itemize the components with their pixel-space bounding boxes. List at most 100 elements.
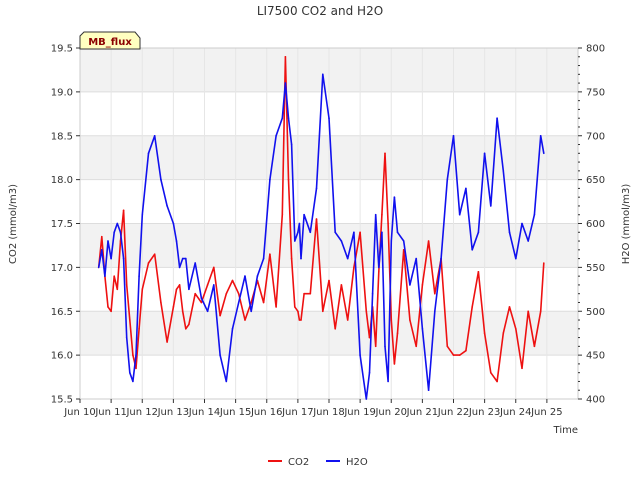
data-point-co2	[181, 310, 184, 313]
data-point-co2	[206, 284, 209, 286]
y-right-label: H2O (mmol/m3)	[621, 184, 632, 265]
data-point-h2o	[298, 222, 301, 225]
x-axis: Jun 10 Jun 11 Jun 12 Jun 13 Jun 14 Jun 15 Jun …	[63, 399, 563, 418]
data-point-h2o	[284, 82, 287, 84]
data-point-co2	[533, 345, 536, 348]
data-point-h2o	[97, 266, 100, 269]
data-point-h2o	[113, 231, 115, 234]
data-point-co2	[185, 328, 187, 330]
data-point-co2	[281, 213, 284, 216]
data-point-h2o	[409, 284, 411, 286]
data-point-h2o	[107, 240, 109, 242]
data-point-h2o	[194, 262, 196, 264]
data-point-co2	[101, 235, 103, 238]
data-point-h2o	[110, 257, 112, 260]
data-point-h2o	[440, 257, 442, 260]
data-point-h2o	[275, 135, 277, 137]
data-point-h2o	[135, 354, 137, 356]
y-left-tick-label: 18.5	[51, 131, 73, 142]
y-left-tick-label: 16.5	[51, 307, 73, 318]
data-point-co2	[309, 292, 312, 295]
data-point-co2	[200, 301, 203, 304]
data-point-h2o	[502, 170, 505, 172]
y-left-tick-label: 15.5	[51, 395, 73, 406]
data-point-co2	[409, 319, 411, 321]
data-point-h2o	[543, 152, 545, 155]
data-point-h2o	[539, 135, 542, 137]
data-point-co2	[300, 319, 302, 321]
data-point-h2o	[390, 240, 393, 242]
data-point-h2o	[303, 213, 305, 216]
data-point-h2o	[477, 231, 480, 234]
data-point-h2o	[147, 152, 150, 155]
data-point-co2	[166, 341, 168, 343]
data-point-co2	[458, 354, 461, 356]
data-point-h2o	[381, 231, 383, 234]
x-tick-label: Jun 14	[188, 407, 221, 418]
data-point-h2o	[365, 398, 368, 400]
data-point-co2	[287, 178, 290, 181]
data-point-co2	[334, 328, 337, 330]
y-left-tick-label: 19.0	[51, 87, 73, 98]
data-point-h2o	[225, 380, 228, 383]
data-point-h2o	[315, 187, 318, 190]
data-point-co2	[175, 288, 178, 291]
data-point-co2	[384, 152, 386, 155]
data-point-co2	[178, 284, 181, 286]
data-point-co2	[122, 209, 125, 212]
data-point-co2	[297, 310, 299, 313]
data-point-co2	[415, 345, 418, 348]
data-point-co2	[521, 367, 523, 370]
data-point-h2o	[309, 231, 312, 234]
data-point-co2	[294, 306, 296, 308]
data-point-h2o	[116, 222, 119, 225]
data-point-co2	[508, 306, 511, 308]
chart-title: LI7500 CO2 and H2O	[257, 4, 383, 18]
data-point-co2	[172, 306, 175, 308]
data-point-h2o	[402, 240, 405, 242]
data-point-h2o	[533, 213, 536, 216]
data-point-co2	[129, 319, 131, 321]
data-point-h2o	[119, 231, 122, 234]
data-point-h2o	[465, 187, 467, 190]
badge: MB_flux	[79, 31, 141, 50]
data-point-co2	[188, 323, 190, 326]
data-point-co2	[303, 292, 305, 295]
data-point-co2	[219, 314, 221, 317]
data-point-h2o	[262, 257, 265, 260]
x-tick-label: Jun 20	[374, 407, 407, 418]
x-tick-label: Jun 13	[157, 407, 190, 418]
y-right-tick-label: 600	[586, 219, 605, 230]
data-point-co2	[381, 213, 383, 216]
data-point-co2	[231, 279, 234, 282]
data-point-co2	[359, 231, 361, 234]
x-tick-label: Jun 18	[312, 407, 345, 418]
x-tick-label: Jun 24	[499, 407, 532, 418]
x-tick-label: Jun 12	[125, 407, 158, 418]
data-point-h2o	[101, 249, 103, 251]
data-point-co2	[147, 262, 150, 264]
y-left-tick-label: 18.0	[51, 175, 73, 186]
data-point-co2	[328, 279, 330, 282]
data-point-co2	[269, 253, 271, 255]
data-point-h2o	[172, 222, 175, 225]
data-point-h2o	[160, 178, 162, 181]
data-point-h2o	[521, 222, 523, 225]
data-point-h2o	[490, 205, 492, 207]
x-tick-label: Jun 16	[250, 407, 283, 418]
legend-h2o-label: H2O	[346, 457, 368, 468]
data-point-co2	[275, 306, 277, 308]
data-point-co2	[138, 328, 140, 330]
data-point-h2o	[213, 284, 215, 286]
data-point-h2o	[132, 380, 134, 383]
y-right-tick-label: 800	[586, 44, 605, 55]
x-tick-label: Jun 10	[63, 407, 96, 418]
data-point-h2o	[396, 231, 399, 234]
series-h2o	[97, 73, 545, 400]
data-point-h2o	[346, 257, 349, 260]
data-point-co2	[194, 292, 196, 295]
badge-box	[79, 31, 141, 50]
y-left-tick-label: 16.0	[51, 351, 73, 362]
y-left-tick-label: 17.0	[51, 263, 73, 274]
